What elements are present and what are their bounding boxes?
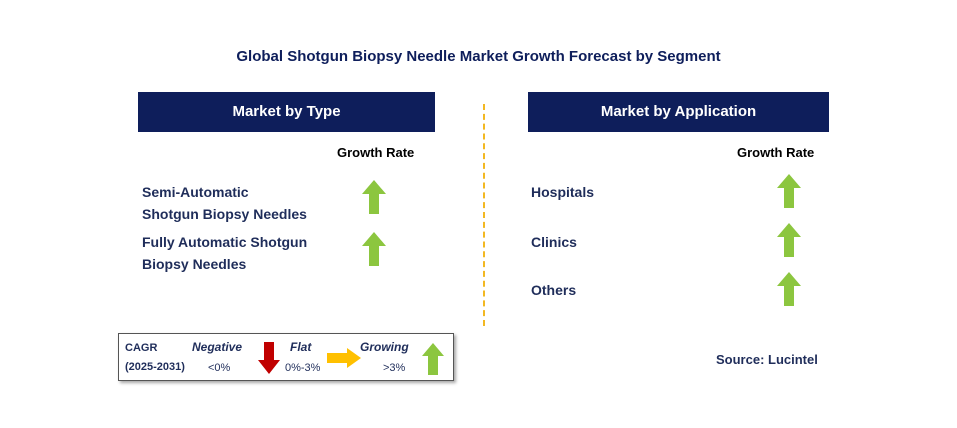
legend-negative-label: Negative bbox=[192, 340, 243, 354]
legend-negative-range: <0% bbox=[208, 362, 231, 374]
up-arrow-icon bbox=[362, 180, 386, 214]
type-item-semi-automatic: Semi-Automatic Shotgun Biopsy Needles bbox=[142, 181, 307, 225]
legend-flat-range: 0%-3% bbox=[285, 362, 321, 374]
application-item-others: Others bbox=[531, 282, 577, 298]
application-item-clinics: Clinics bbox=[531, 234, 577, 250]
up-arrow-icon bbox=[777, 174, 801, 208]
legend-cagr-label: CAGR bbox=[125, 342, 158, 354]
up-arrow-icon bbox=[777, 272, 801, 306]
cagr-legend: CAGR (2025-2031) Negative <0% Flat 0%-3%… bbox=[118, 333, 454, 381]
type-item-fully-automatic-line1: Fully Automatic Shotgun bbox=[142, 234, 308, 250]
right-arrow-icon bbox=[327, 348, 361, 368]
source-label: Source: Lucintel bbox=[716, 352, 818, 367]
market-by-type-header: Market by Type bbox=[138, 92, 435, 132]
up-arrow-icon bbox=[362, 232, 386, 266]
type-item-fully-automatic-line2: Biopsy Needles bbox=[142, 256, 247, 272]
legend-growing-range: >3% bbox=[383, 362, 406, 374]
up-arrow-icon bbox=[422, 343, 444, 375]
legend-growing-label: Growing bbox=[360, 340, 409, 354]
market-by-application-header: Market by Application bbox=[528, 92, 829, 132]
type-item-semi-automatic-line2: Shotgun Biopsy Needles bbox=[142, 206, 307, 222]
legend-flat-label: Flat bbox=[290, 340, 312, 354]
application-growth-rate-label: Growth Rate bbox=[737, 145, 815, 160]
type-item-semi-automatic-line1: Semi-Automatic bbox=[142, 184, 249, 200]
type-item-fully-automatic: Fully Automatic Shotgun Biopsy Needles bbox=[142, 231, 307, 275]
down-arrow-icon bbox=[258, 342, 280, 374]
legend-period: (2025-2031) bbox=[125, 361, 185, 373]
chart-title: Global Shotgun Biopsy Needle Market Grow… bbox=[236, 48, 721, 65]
application-item-hospitals: Hospitals bbox=[531, 184, 595, 200]
up-arrow-icon bbox=[777, 223, 801, 257]
type-growth-rate-label: Growth Rate bbox=[337, 145, 415, 160]
panel-divider bbox=[483, 104, 485, 326]
